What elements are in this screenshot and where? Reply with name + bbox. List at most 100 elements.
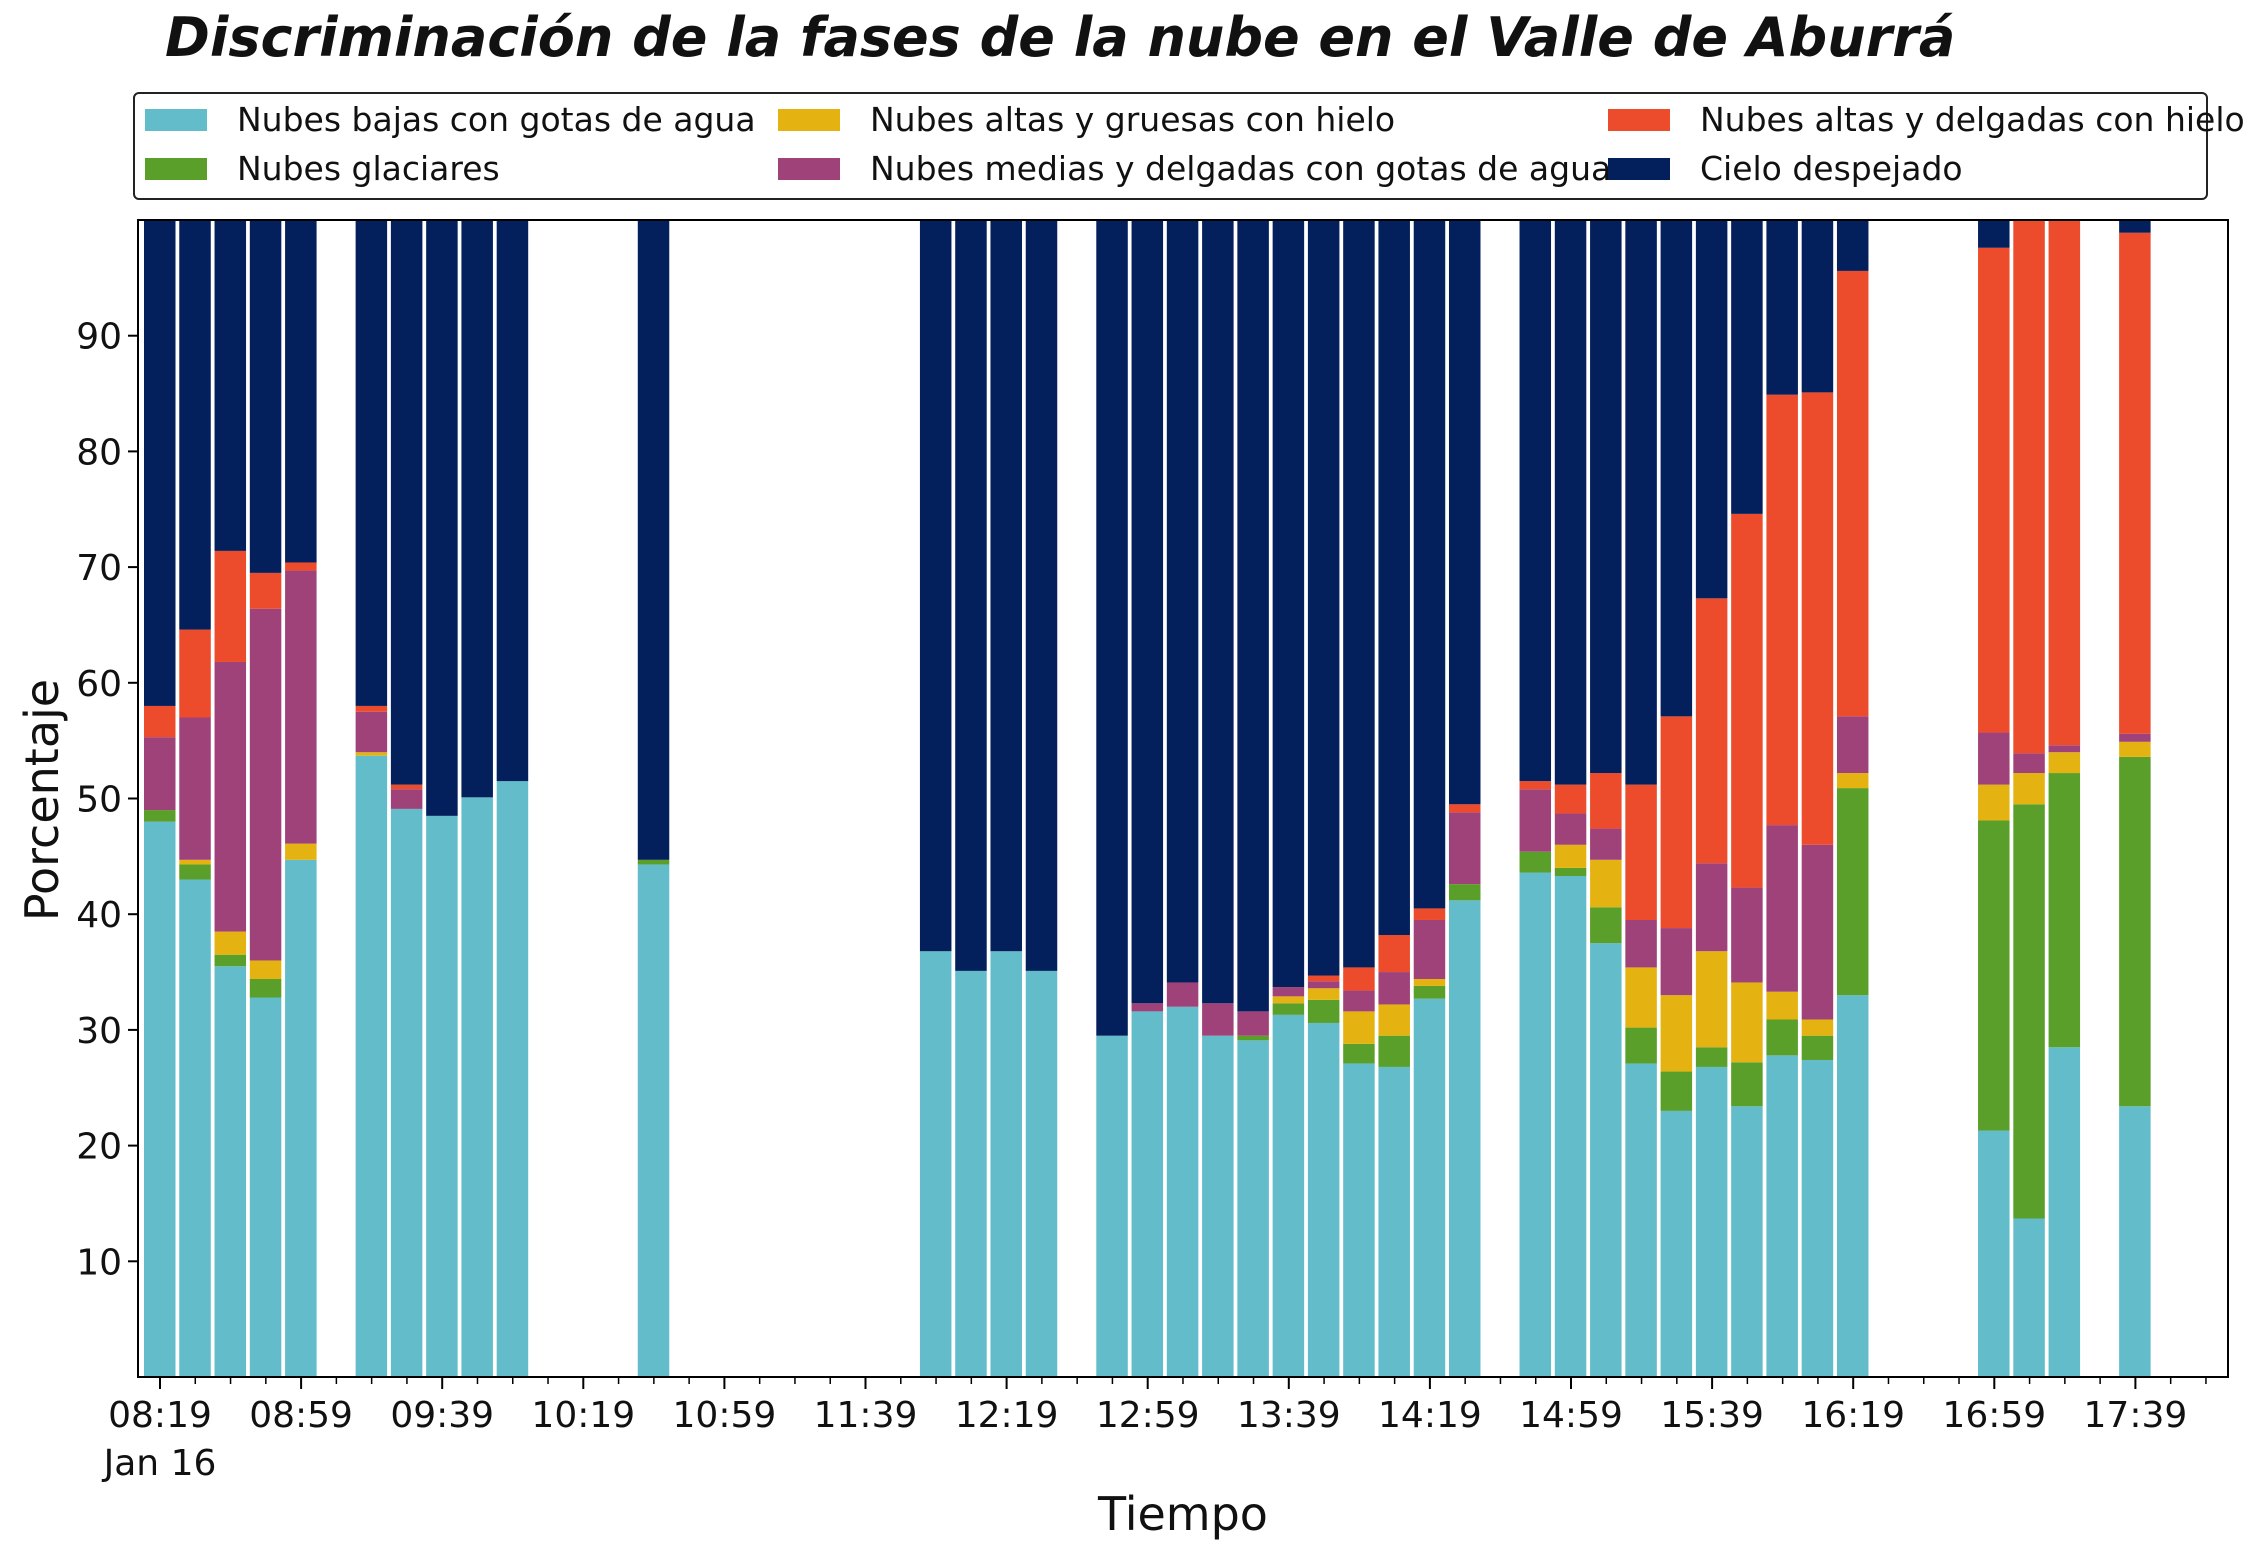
bar-segment [1378, 972, 1410, 1005]
bar-segment [1202, 220, 1234, 1004]
bar-segment [2119, 756, 2151, 1107]
legend-swatch [145, 157, 207, 180]
bar-segment [955, 220, 987, 971]
bar-segment [1766, 825, 1798, 992]
legend-label: Nubes medias y delgadas con gotas de agu… [870, 149, 1612, 188]
y-tick-label: 60 [76, 664, 122, 705]
bar-segment [285, 859, 317, 1377]
bar-segment [1554, 784, 1587, 814]
bar-segment [1836, 773, 1869, 789]
bar-segment [179, 629, 211, 718]
bar-segment [1660, 995, 1693, 1072]
bar-08:49 [355, 220, 388, 1377]
bar-segment [2013, 753, 2045, 774]
bar-11:39 [1554, 220, 1587, 1377]
bar-segment [1625, 220, 1657, 785]
bar-segment [1801, 1035, 1834, 1060]
bar-segment [249, 978, 282, 998]
bar-segment [1307, 988, 1340, 1000]
bar-segment [1202, 1035, 1234, 1377]
bar-12:49 [2119, 220, 2151, 1377]
bar-segment [1590, 907, 1622, 944]
x-tick-label: 17:39 [2084, 1395, 2188, 1436]
bar-segment [1237, 1040, 1269, 1377]
legend-item-high-thin-ice: Nubes altas y delgadas con hielo [1608, 100, 2244, 139]
bar-segment [496, 781, 529, 1377]
bar-09:29 [637, 220, 670, 1377]
y-axis-label: Porcentaje [15, 679, 69, 921]
bar-segment [1343, 220, 1375, 968]
bar-segment [1096, 1035, 1128, 1377]
bar-segment [1836, 788, 1869, 996]
bar-segment [1695, 220, 1728, 599]
bar-08:19 [144, 220, 176, 1377]
bar-segment [1519, 220, 1552, 782]
bar-segment [1307, 220, 1340, 976]
bar-segment [1660, 928, 1693, 996]
bar-segment [1307, 981, 1340, 989]
bar-segment [1096, 220, 1128, 1036]
bar-segment [2048, 220, 2081, 746]
x-axis-label: Tiempo [1097, 1487, 1268, 1541]
bar-segment [461, 220, 493, 798]
legend-item-mid-thin-water: Nubes medias y delgadas con gotas de agu… [778, 149, 1611, 188]
y-tick-label: 10 [76, 1242, 122, 1283]
bar-segment [1448, 884, 1481, 901]
bar-segment [637, 859, 670, 865]
bar-segment [637, 220, 670, 860]
bar-segment [2048, 745, 2081, 753]
y-tick-label: 40 [76, 895, 122, 936]
bars-layer [144, 220, 2151, 1378]
bar-segment [1731, 220, 1763, 514]
bar-segment [1625, 1063, 1657, 1377]
bar-11:04 [1307, 220, 1340, 1377]
bar-10:09 [919, 220, 952, 1377]
bar-segment [1025, 220, 1058, 971]
bar-12:44 [2048, 220, 2081, 1377]
bar-segment [1448, 812, 1481, 885]
bar-segment [1166, 1006, 1199, 1377]
bar-segment [1343, 1043, 1375, 1064]
bar-segment [1413, 908, 1446, 920]
bar-08:34 [249, 220, 282, 1377]
bar-segment [214, 931, 247, 955]
bar-segment [1307, 975, 1340, 982]
bar-segment [1836, 716, 1869, 774]
bar-12:24 [1836, 220, 1869, 1377]
bar-segment [426, 220, 458, 816]
bar-segment [1731, 1062, 1763, 1107]
y-tick-label: 20 [76, 1127, 122, 1168]
bar-segment [1801, 844, 1834, 1020]
bar-segment [1590, 943, 1622, 1378]
bar-11:14 [1378, 220, 1410, 1377]
legend: Nubes bajas con gotas de agua Nubes glac… [133, 92, 2244, 200]
bar-segment [1519, 851, 1552, 873]
bar-segment [1695, 951, 1728, 1048]
bar-segment [1801, 392, 1834, 845]
bar-segment [1413, 978, 1446, 986]
bar-segment [461, 797, 493, 1377]
bar-segment [1378, 220, 1410, 936]
bar-10:49 [1202, 220, 1234, 1377]
bar-10:24 [1025, 220, 1058, 1377]
bar-segment [355, 220, 388, 706]
bar-segment [2119, 1106, 2151, 1377]
legend-label: Nubes bajas con gotas de agua [237, 100, 756, 139]
bar-segment [1343, 1011, 1375, 1044]
bar-segment [1766, 1055, 1798, 1377]
bar-segment [1766, 394, 1798, 826]
bar-segment [919, 951, 952, 1377]
bar-segment [1660, 220, 1693, 717]
legend-swatch [145, 108, 207, 131]
bar-segment [1978, 247, 2010, 733]
bar-segment [1766, 1019, 1798, 1056]
bar-segment [1131, 1011, 1164, 1377]
bar-segment [426, 815, 458, 1377]
bar-segment [1272, 1003, 1305, 1015]
bar-segment [1625, 967, 1657, 1028]
bar-segment [285, 562, 317, 571]
x-tick-label: 10:59 [673, 1395, 777, 1436]
x-tick-label: 08:19 [108, 1395, 212, 1436]
bar-segment [1695, 598, 1728, 864]
